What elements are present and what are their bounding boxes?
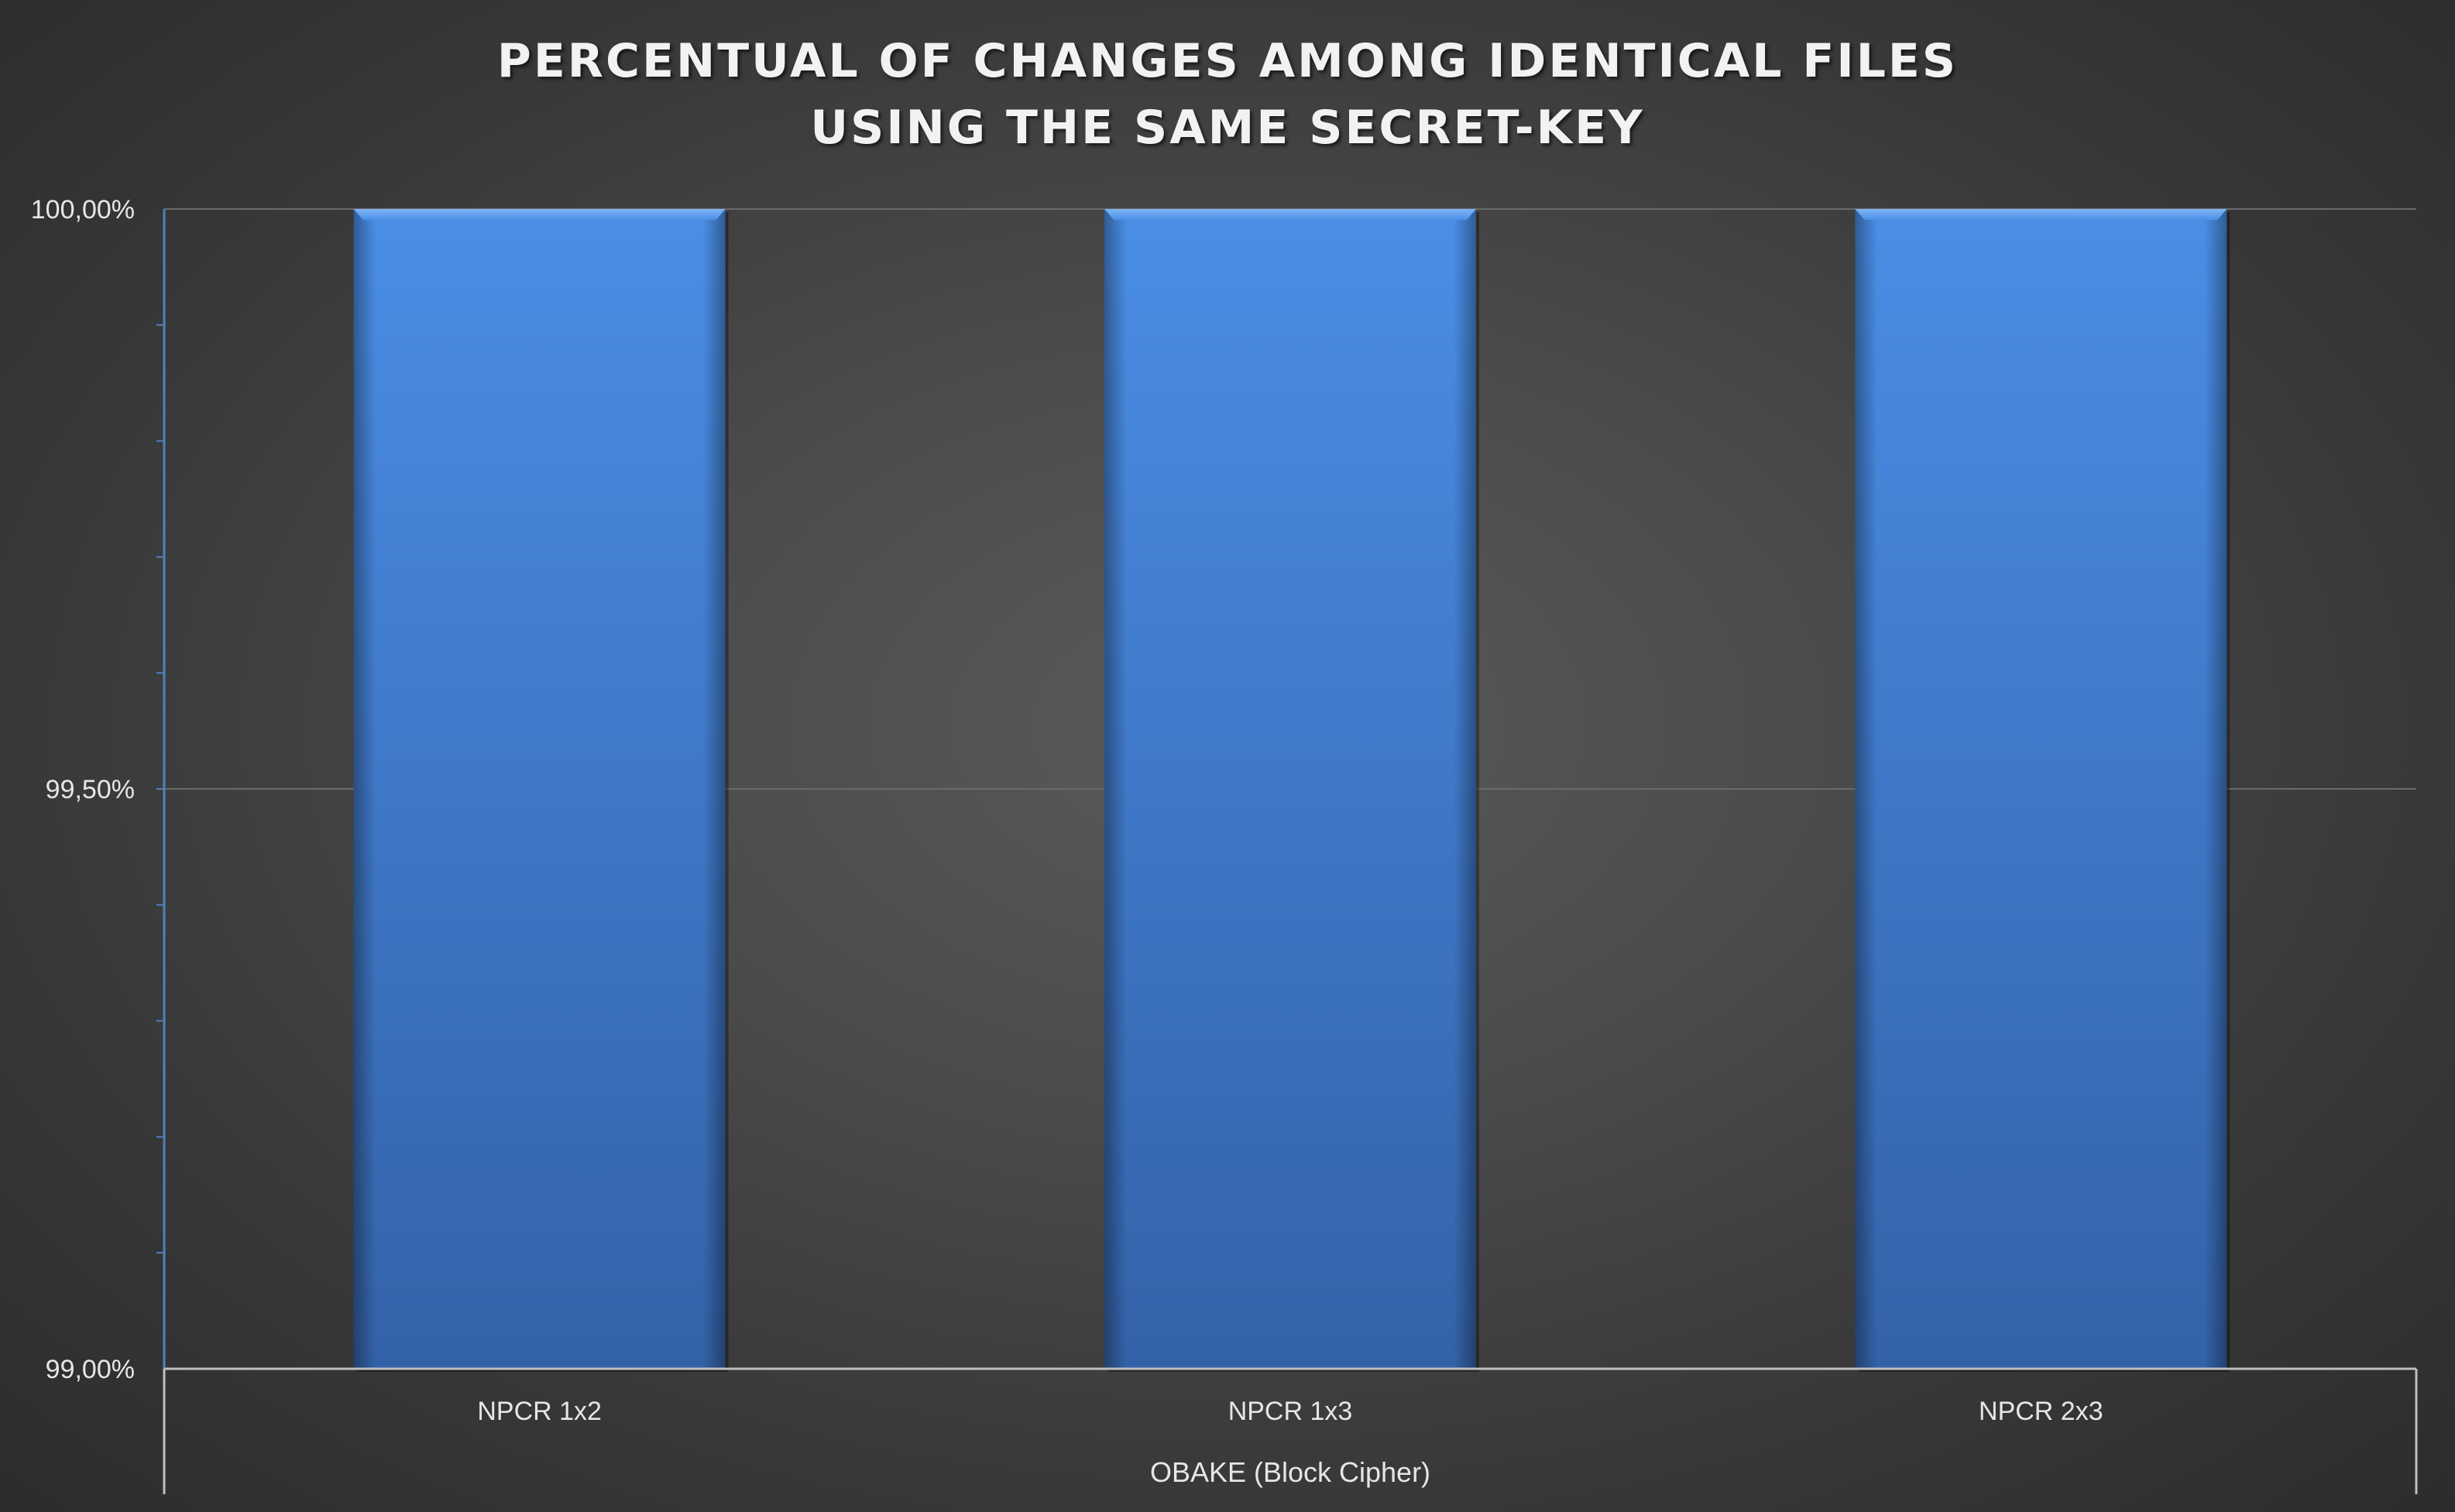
bars — [353, 209, 2230, 1372]
bar-3 — [1855, 209, 2230, 1372]
chart-title-line-2: USING THE SAME SECRET-KEY — [810, 101, 1645, 155]
labels: 100,00% 99,50% 99,00% NPCR 1x2 NPCR 1x3 NPCR … — [31, 195, 2103, 1488]
y-tick-label: 99,50% — [46, 775, 135, 804]
x-category-label: NPCR 1x2 — [477, 1397, 602, 1426]
x-group-label: OBAKE (Block Cipher) — [1150, 1456, 1430, 1488]
y-tick-label: 100,00% — [31, 195, 135, 225]
bar-bevel — [353, 209, 726, 220]
y-tick-label: 99,00% — [46, 1355, 135, 1384]
bar-1 — [353, 209, 729, 1372]
x-category-label: NPCR 1x3 — [1228, 1397, 1353, 1426]
bar-2 — [1104, 209, 1479, 1372]
bar-bevel — [1104, 209, 1476, 220]
x-category-label: NPCR 2x3 — [1979, 1397, 2103, 1426]
axes — [156, 209, 2418, 1494]
bar-bevel — [1855, 209, 2227, 220]
chart-title-line-1: PERCENTUAL OF CHANGES AMONG IDENTICAL FI… — [496, 34, 1959, 88]
